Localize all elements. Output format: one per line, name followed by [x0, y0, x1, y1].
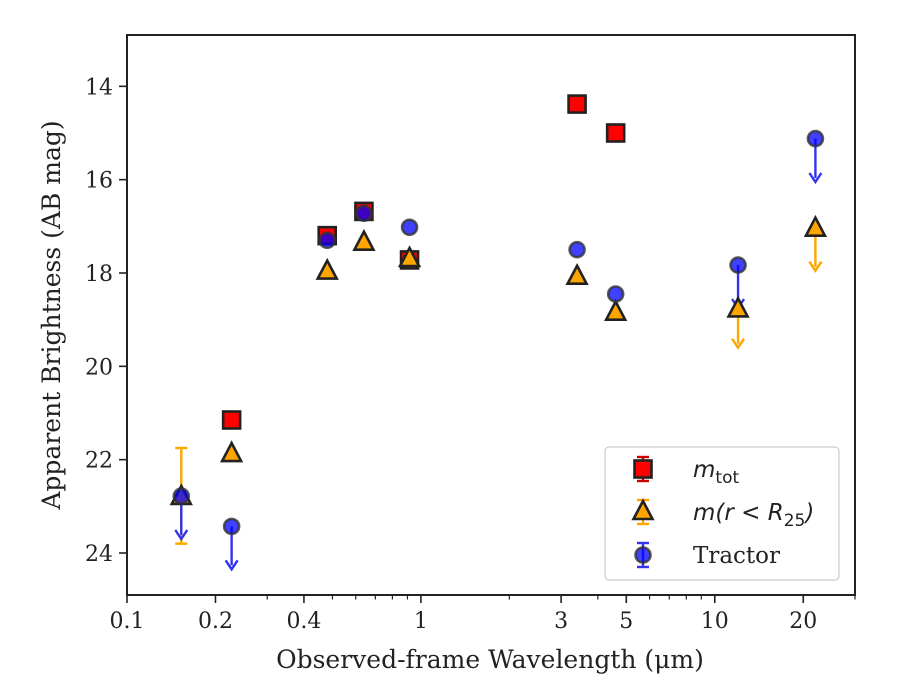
x-axis-label: Observed-frame Wavelength (μm) [276, 645, 704, 674]
series-2-point [172, 487, 191, 505]
series-2-point [355, 204, 373, 223]
series-1-point [604, 298, 628, 321]
series-1-point [315, 257, 339, 280]
data-marks [169, 94, 828, 572]
legend: mtot m(r < R25) Tractor [604, 446, 840, 581]
series-0-point [221, 410, 242, 430]
series-2-upper-limit-arrow-head [808, 172, 823, 185]
legend-marker-square [633, 459, 653, 479]
x-tick-label: 0.2 [198, 609, 233, 634]
x-tick-label: 5 [619, 609, 633, 634]
x-tick-label: 0.1 [110, 609, 145, 634]
plot-frame [126, 34, 856, 596]
y-tick-label: 22 [85, 449, 113, 474]
series-1-point [565, 262, 589, 286]
x-tick-label: 0.4 [286, 609, 321, 634]
x-tick-label: 10 [701, 609, 729, 634]
x-tick-label: 20 [789, 609, 817, 634]
series-1-upper-limit-arrow-head [808, 261, 823, 273]
y-tick-label: 24 [85, 542, 113, 567]
y-axis-label: Apparent Brightness (AB mag) [37, 120, 66, 510]
legend-label: m(r < R25) [693, 500, 814, 531]
series-1-upper-limit-arrow-head [731, 338, 746, 350]
axis-ticks: 0.1 0.2 0.4 1 3 5 10 20 14 16 18 20 22 24 [85, 75, 856, 634]
y-tick-label: 14 [85, 75, 113, 100]
legend-label: mtot [693, 457, 739, 488]
series-2-point [806, 129, 825, 148]
series-1-point [352, 228, 376, 251]
y-tick-label: 18 [85, 262, 113, 287]
plot-area [126, 34, 856, 596]
series-0-point [605, 123, 626, 143]
legend-label: Tractor [693, 543, 780, 569]
legend-box [604, 446, 840, 581]
series-1-point [219, 440, 244, 463]
series-1-point [803, 214, 828, 237]
series-2-point [222, 517, 241, 536]
legend-marker-triangle [631, 498, 655, 521]
series-2-upper-limit-arrow-head [174, 529, 189, 542]
series-1-point [397, 245, 422, 268]
series-2-point [318, 231, 337, 250]
series-1-point [726, 295, 750, 318]
x-tick-label: 3 [554, 609, 568, 634]
series-2-point [729, 256, 747, 274]
series-2-point [400, 218, 419, 237]
y-tick-label: 16 [85, 169, 113, 194]
series-0-point [567, 94, 587, 114]
series-2-point [568, 240, 586, 259]
y-tick-label: 20 [85, 355, 113, 380]
legend-marker-circle [634, 546, 652, 564]
x-tick-label: 1 [414, 609, 428, 634]
series-2-point [606, 285, 625, 303]
series-2-upper-limit-arrow-head [224, 559, 239, 572]
